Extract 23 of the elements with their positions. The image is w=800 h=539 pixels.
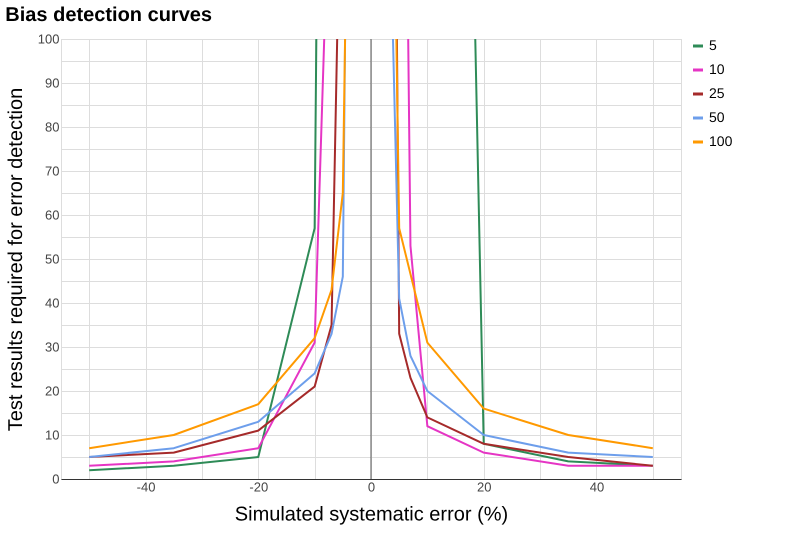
- y-tick-label: 70: [45, 164, 60, 178]
- x-axis-title: Simulated systematic error (%): [234, 504, 508, 526]
- y-tick-label: 80: [45, 120, 60, 134]
- y-axis-title: Test results required for error detection: [4, 88, 27, 432]
- x-tick-label: -40: [136, 480, 156, 494]
- legend-label: 100: [709, 133, 733, 149]
- legend-label: 50: [709, 109, 725, 125]
- x-tick-label: 0: [368, 480, 376, 494]
- x-tick-label: -20: [249, 480, 268, 494]
- y-tick-label: 30: [45, 340, 60, 354]
- y-tick-label: 50: [45, 252, 60, 266]
- x-tick-label: 40: [590, 480, 604, 494]
- x-tick-label: 20: [476, 480, 492, 494]
- y-tick-label: 40: [45, 296, 60, 310]
- legend-label: 5: [709, 37, 717, 53]
- y-tick-label: 100: [38, 32, 60, 46]
- y-tick-label: 60: [45, 208, 60, 222]
- legend-label: 25: [709, 85, 725, 101]
- y-tick-label: 10: [45, 428, 60, 442]
- chart-title: Bias detection curves: [5, 4, 212, 26]
- y-tick-label: 20: [45, 384, 60, 398]
- legend-label: 10: [709, 61, 725, 77]
- y-tick-label: 90: [45, 76, 60, 90]
